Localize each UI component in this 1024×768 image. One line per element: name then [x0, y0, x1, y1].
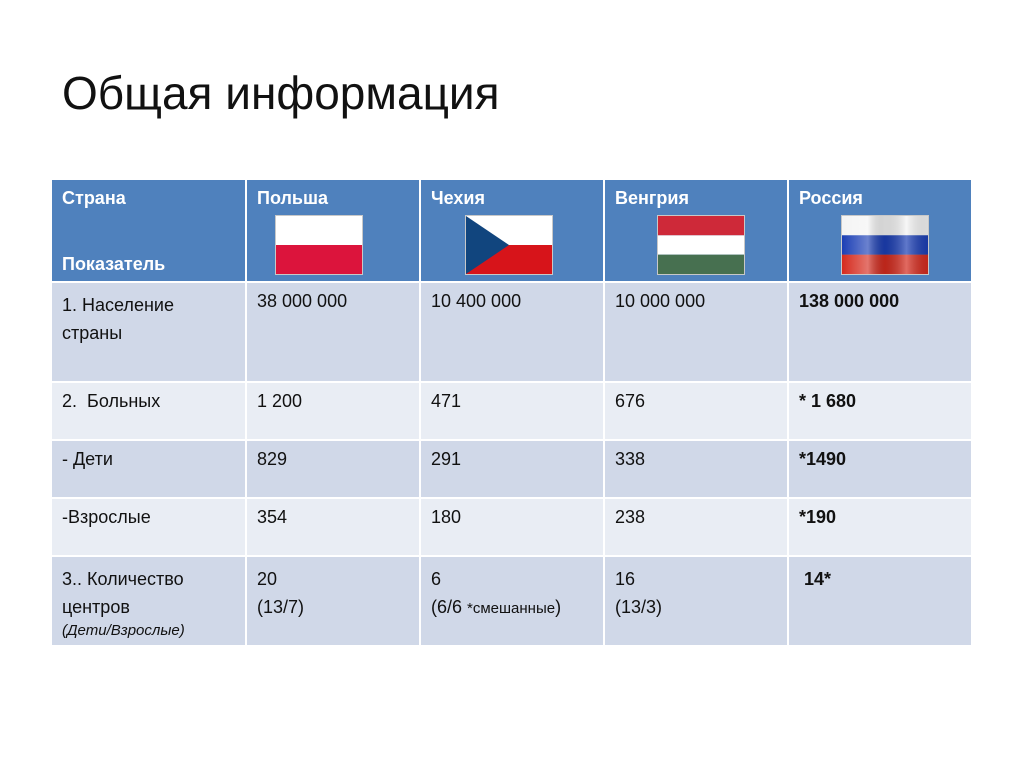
cell-czech: 180	[420, 498, 605, 557]
row-label-patients: 2. Больных	[52, 382, 247, 441]
header-country-name: Венгрия	[615, 188, 689, 208]
cell-poland: 38 000 000	[246, 282, 421, 383]
russia-flag-icon	[841, 215, 929, 275]
header-country-name: Польша	[257, 188, 328, 208]
cell-czech: 10 400 000	[420, 282, 605, 383]
header-country-name: Россия	[799, 188, 863, 208]
cell-russia: * 1 680	[788, 382, 973, 441]
header-country-label: Страна	[62, 188, 126, 208]
cell-russia: 138 000 000	[788, 282, 973, 383]
info-table: Страна Показатель Польша Чехия Венгрия	[52, 180, 973, 647]
row-label-centers: 3.. Количество центров (Дети/Взрослые)	[52, 556, 247, 647]
header-poland: Польша	[246, 180, 421, 283]
cell-czech: 6 (6/6 *смешанные)	[420, 556, 605, 647]
table-row: - Дети 829 291 338 *1490	[52, 440, 973, 499]
header-russia: Россия	[788, 180, 973, 283]
cell-poland: 354	[246, 498, 421, 557]
row-label-population: 1. Население страны	[52, 282, 247, 383]
row-label-children: - Дети	[52, 440, 247, 499]
cell-poland: 1 200	[246, 382, 421, 441]
row-label-note: (Дети/Взрослые)	[62, 622, 185, 639]
poland-flag-icon	[275, 215, 363, 275]
header-czech: Чехия	[420, 180, 605, 283]
slide-title: Общая информация	[62, 67, 500, 119]
header-indicator-label: Показатель	[62, 254, 166, 274]
cell-poland: 829	[246, 440, 421, 499]
table-row: -Взрослые 354 180 238 *190	[52, 498, 973, 557]
header-hungary: Венгрия	[604, 180, 789, 283]
cell-czech: 471	[420, 382, 605, 441]
hungary-flag-icon	[657, 215, 745, 275]
cell-poland: 20 (13/7)	[246, 556, 421, 647]
header-corner-cell: Страна Показатель	[52, 180, 247, 283]
header-country-name: Чехия	[431, 188, 485, 208]
header-row: Страна Показатель Польша Чехия Венгрия	[52, 180, 973, 283]
cell-russia: *1490	[788, 440, 973, 499]
table-row: 1. Население страны 38 000 000 10 400 00…	[52, 282, 973, 383]
cell-czech: 291	[420, 440, 605, 499]
czech-flag-icon	[465, 215, 553, 275]
cell-hungary: 10 000 000	[604, 282, 789, 383]
cell-hungary: 16 (13/3)	[604, 556, 789, 647]
table-row: 3.. Количество центров (Дети/Взрослые) 2…	[52, 556, 973, 647]
cell-russia: *190	[788, 498, 973, 557]
cell-hungary: 338	[604, 440, 789, 499]
table-row: 2. Больных 1 200 471 676 * 1 680	[52, 382, 973, 441]
cell-hungary: 676	[604, 382, 789, 441]
cell-hungary: 238	[604, 498, 789, 557]
row-label-adults: -Взрослые	[52, 498, 247, 557]
cell-russia: 14*	[788, 556, 973, 647]
